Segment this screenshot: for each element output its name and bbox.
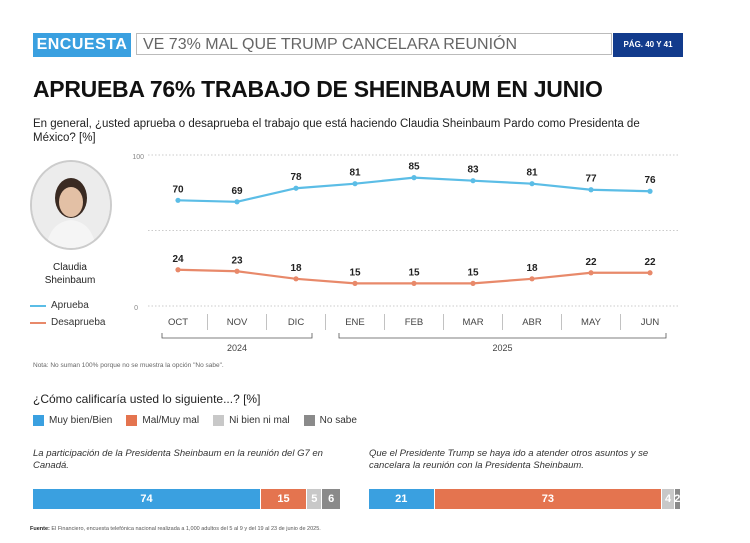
- data-point: [234, 199, 240, 205]
- data-point: [293, 276, 299, 282]
- legend-swatch: [30, 321, 46, 324]
- data-point: [470, 178, 476, 184]
- data-label: 83: [467, 165, 479, 176]
- x-tick-label: ABR: [522, 317, 542, 328]
- data-label: 15: [467, 267, 479, 278]
- legend2-item: Mal/Muy mal: [126, 415, 199, 426]
- legend-label: Desaprueba: [51, 317, 106, 328]
- source-text: El Financiero, encuesta telefónica nacio…: [51, 526, 321, 532]
- chart-legend: Aprueba Desaprueba: [30, 300, 105, 328]
- legend2-swatch: [213, 415, 225, 426]
- legend2-label: No sabe: [319, 415, 357, 426]
- bar-segment: 6: [322, 489, 341, 509]
- data-point: [411, 175, 417, 181]
- year-bracket: [161, 333, 313, 339]
- data-point: [647, 270, 653, 276]
- stacked-bar-g7: 74 15 5 6: [33, 489, 341, 509]
- stacked-bar-trump: 21 73 4 2: [369, 489, 681, 509]
- bar-segment: 4: [662, 489, 675, 509]
- bar-segment: 74: [33, 489, 261, 509]
- x-tick-label: FEB: [405, 317, 423, 328]
- data-label: 69: [231, 186, 243, 197]
- data-label: 70: [172, 184, 184, 195]
- data-point: [411, 280, 417, 286]
- section2-question: ¿Cómo calificaría usted lo siguiente...?…: [33, 392, 261, 406]
- x-tick-label: OCT: [168, 317, 188, 328]
- data-label: 18: [526, 263, 538, 274]
- data-point: [588, 270, 594, 276]
- data-point: [293, 185, 299, 191]
- data-point: [352, 181, 358, 187]
- series-line-aprueba: [177, 176, 651, 203]
- data-label: 22: [644, 257, 656, 268]
- data-label: 76: [644, 175, 656, 186]
- data-point: [588, 187, 594, 193]
- page-reference: PÁG. 40 Y 41: [613, 33, 683, 57]
- legend2-label: Ni bien ni mal: [229, 415, 290, 426]
- section2-legend: Muy bien/Bien Mal/Muy mal Ni bien ni mal No…: [33, 415, 357, 426]
- person-name: Claudia Sheinbaum: [44, 262, 96, 286]
- bar-segment: 15: [260, 489, 308, 509]
- item-caption-trump: Que el Presidente Trump se haya ido a at…: [369, 448, 649, 471]
- x-tick-label: DIC: [288, 317, 305, 328]
- data-point: [352, 280, 358, 286]
- data-label: 15: [349, 267, 361, 278]
- data-label: 18: [290, 263, 302, 274]
- legend-item-disapprove: Desaprueba: [30, 317, 105, 328]
- headline: APRUEBA 76% TRABAJO DE SHEINBAUM EN JUNI…: [33, 76, 603, 102]
- data-label: 78: [290, 172, 302, 183]
- data-label: 23: [231, 255, 243, 266]
- y-tick-label: 0: [134, 305, 138, 312]
- chart-note: Nota: No suman 100% porque no se muestra…: [33, 362, 224, 369]
- bar-segment: 73: [434, 489, 663, 509]
- data-point: [175, 197, 181, 203]
- bar-segment: 21: [369, 489, 435, 509]
- data-label: 22: [585, 257, 597, 268]
- legend2-label: Muy bien/Bien: [49, 415, 113, 426]
- x-tick-label: MAY: [581, 317, 602, 328]
- legend2-item: Ni bien ni mal: [213, 415, 290, 426]
- x-tick-label: JUN: [641, 317, 660, 328]
- legend2-swatch: [303, 415, 315, 426]
- data-point: [234, 268, 240, 274]
- legend-label: Aprueba: [51, 300, 89, 311]
- legend2-swatch: [33, 415, 44, 426]
- portrait-photo: [30, 160, 112, 250]
- bar-segment: 2: [674, 489, 681, 509]
- approval-line-chart: 100 0 70 69 78 81 85 83 81 77 76 24 23 18 15 15 15 18 22 22…: [132, 154, 680, 353]
- data-label: 77: [585, 174, 597, 185]
- legend2-item: No sabe: [303, 415, 357, 426]
- legend-item-approve: Aprueba: [30, 300, 105, 311]
- year-bracket: [338, 333, 667, 339]
- data-point: [529, 181, 535, 187]
- legend2-swatch: [126, 415, 138, 426]
- data-label: 81: [526, 168, 538, 179]
- year-label: 2024: [227, 343, 247, 353]
- source-note: Fuente: El Financiero, encuesta telefóni…: [30, 526, 321, 532]
- x-tick-label: NOV: [227, 317, 248, 328]
- data-point: [470, 280, 476, 286]
- item-caption-g7: La participación de la Presidenta Sheinb…: [33, 448, 323, 471]
- legend-swatch: [30, 304, 46, 307]
- x-tick-label: ENE: [345, 317, 365, 328]
- survey-question: En general, ¿usted aprueba o desaprueba …: [33, 118, 640, 144]
- x-tick-label: MAR: [462, 317, 483, 328]
- data-point: [529, 276, 535, 282]
- bar-segment: 5: [307, 489, 323, 509]
- data-label: 24: [172, 254, 184, 265]
- data-label: 81: [349, 168, 361, 179]
- year-label: 2025: [492, 343, 512, 353]
- section-subtitle: VE 73% MAL QUE TRUMP CANCELARA REUNIÓN: [136, 33, 612, 55]
- data-point: [647, 188, 653, 194]
- data-label: 15: [408, 267, 420, 278]
- data-label: 85: [408, 162, 420, 173]
- legend2-item: Muy bien/Bien: [33, 415, 112, 426]
- legend2-label: Mal/Muy mal: [142, 415, 200, 426]
- section-tag: ENCUESTA: [33, 33, 131, 57]
- source-label: Fuente:: [30, 526, 50, 532]
- y-tick-label: 100: [132, 154, 144, 161]
- data-point: [175, 267, 181, 273]
